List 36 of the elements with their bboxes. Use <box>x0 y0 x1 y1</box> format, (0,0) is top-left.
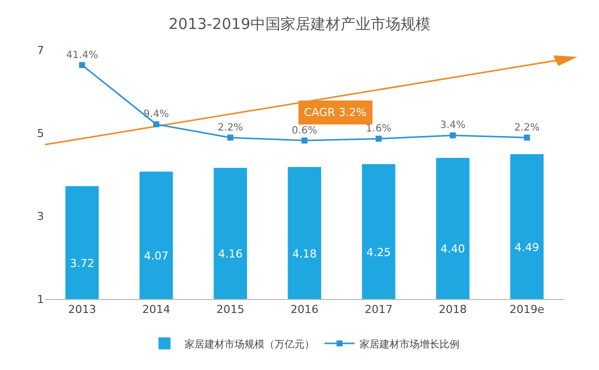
x-tick-label: 2013 <box>68 303 96 316</box>
point <box>227 134 234 141</box>
y-tick-label: 1 <box>37 292 44 306</box>
x-tick-label: 2019e <box>510 303 545 316</box>
point <box>450 132 456 138</box>
data-label: 2.2% <box>218 122 244 134</box>
legend-label: 家居建材市场增长比例 <box>360 338 460 350</box>
y-tick-label: 3 <box>37 210 44 223</box>
x-tick-label: 2014 <box>142 303 170 316</box>
annotation: CAGR 3.2% <box>304 106 367 119</box>
point <box>79 62 86 68</box>
point <box>376 136 382 142</box>
data-label: 0.6% <box>292 125 318 136</box>
data-label: 41.4% <box>66 50 98 61</box>
point <box>302 138 308 144</box>
point <box>153 121 160 128</box>
data-label: 4.25 <box>366 246 391 259</box>
data-label: 2.2% <box>514 122 540 134</box>
data-label: 4.49 <box>514 240 540 254</box>
data-label: 4.18 <box>292 247 317 260</box>
chart-title: 2013-2019中国家居建材产业市场规模 <box>168 15 430 33</box>
x-tick-label: 2016 <box>290 303 318 316</box>
x-tick-label: 2017 <box>364 303 393 316</box>
data-label: 1.6% <box>366 123 392 134</box>
data-label: 4.16 <box>218 248 243 261</box>
x-tick-label: 2018 <box>438 303 467 316</box>
y-tick-label: 7 <box>37 44 44 57</box>
data-label: 3.72 <box>70 256 94 270</box>
data-label: 4.40 <box>440 242 466 256</box>
point <box>524 134 530 141</box>
legend-label: 家居建材市场规模（万亿元） <box>184 338 314 350</box>
data-label: 4.07 <box>144 250 168 263</box>
data-label: 3.4% <box>440 120 466 132</box>
y-tick-label: 5 <box>37 126 44 140</box>
data-label: 9.4% <box>144 109 169 120</box>
x-tick-label: 2015 <box>216 303 244 316</box>
